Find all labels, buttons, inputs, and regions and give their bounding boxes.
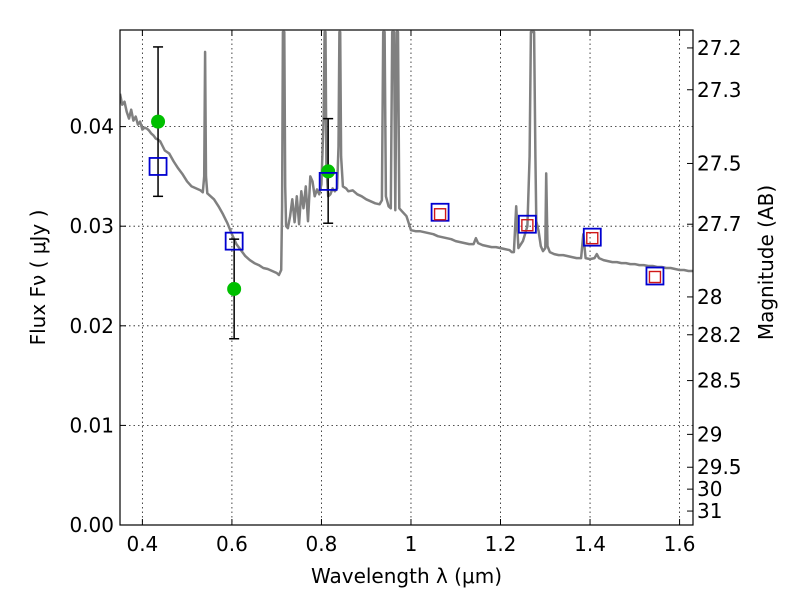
model-square-small bbox=[648, 270, 662, 284]
x-tick-label: 0.8 bbox=[306, 532, 338, 556]
spectrum-line bbox=[120, 30, 693, 277]
x-tick-label: 1 bbox=[405, 532, 418, 556]
model-square bbox=[517, 214, 537, 234]
y2-tick-label: 30 bbox=[697, 477, 722, 501]
y2-tick-label: 28.5 bbox=[697, 369, 742, 393]
x-tick-label: 1.6 bbox=[664, 532, 696, 556]
axis-ticks: 0.4 0.6 0.8 1 1.2 1.4 1.6 0.00 0.01 0.02 0.03 0.04 2… bbox=[69, 30, 742, 556]
y2-axis-label: Magnitude (AB) bbox=[754, 185, 778, 340]
model-square-small bbox=[586, 231, 599, 245]
y-tick-label: 0.00 bbox=[69, 513, 114, 537]
y2-tick-label: 27.2 bbox=[697, 36, 742, 60]
y2-tick-label: 27.7 bbox=[697, 212, 742, 236]
photometry-points bbox=[148, 46, 665, 340]
observed-point bbox=[227, 281, 242, 296]
model-square bbox=[645, 266, 665, 286]
x-tick-label: 0.6 bbox=[216, 532, 248, 556]
y2-tick-label: 28.2 bbox=[697, 323, 742, 347]
model-square bbox=[318, 171, 338, 191]
y2-tick-label: 28 bbox=[697, 285, 722, 309]
y2-tick-label: 29 bbox=[697, 422, 722, 446]
model-square bbox=[224, 231, 244, 251]
model-spectrum bbox=[120, 30, 693, 277]
model-square-small bbox=[433, 208, 447, 221]
x-axis-label: Wavelength λ (μm) bbox=[311, 564, 502, 588]
y-tick-label: 0.01 bbox=[69, 413, 114, 437]
y-tick-label: 0.02 bbox=[69, 314, 114, 338]
y2-tick-label: 29.5 bbox=[697, 455, 742, 479]
x-tick-label: 1.4 bbox=[574, 532, 606, 556]
model-square-small bbox=[521, 219, 534, 232]
model-square bbox=[582, 227, 602, 247]
observed-point bbox=[321, 164, 336, 179]
x-tick-label: 0.4 bbox=[126, 532, 158, 556]
plot-frame bbox=[119, 29, 694, 526]
y-tick-label: 0.03 bbox=[69, 214, 114, 238]
y2-tick-label: 27.5 bbox=[697, 151, 742, 175]
y2-tick-label: 31 bbox=[697, 499, 722, 523]
y-axis-label: Flux Fν ( μJy ) bbox=[26, 210, 50, 346]
y-tick-label: 0.04 bbox=[69, 115, 114, 139]
y2-tick-label: 27.3 bbox=[697, 78, 742, 102]
model-square bbox=[430, 202, 450, 222]
model-square bbox=[148, 157, 168, 176]
grid bbox=[120, 30, 693, 525]
x-tick-label: 1.2 bbox=[485, 532, 517, 556]
observed-point bbox=[151, 114, 166, 129]
